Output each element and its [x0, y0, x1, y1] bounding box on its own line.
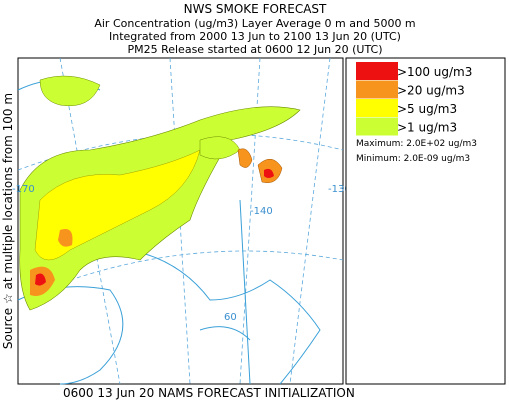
smoke-plume: [264, 168, 274, 178]
legend-label: >100 ug/m3: [397, 65, 472, 79]
smoke-plume: [237, 148, 253, 168]
map: -170 -140 -130 60: [12, 57, 351, 385]
legend: >100 ug/m3 >20 ug/m3 >5 ug/m3 >1 ug/m3: [356, 62, 472, 136]
map-label: -170: [12, 184, 35, 195]
legend-swatch: [356, 99, 398, 117]
legend-label: >1 ug/m3: [397, 121, 457, 135]
subtitle: Air Concentration (ug/m3) Layer Average …: [94, 17, 415, 30]
title: NWS SMOKE FORECAST: [184, 2, 327, 16]
legend-swatch: [356, 62, 398, 80]
smoke-plume: [35, 273, 46, 286]
minimum: Minimum: 2.0E-09 ug/m3: [356, 154, 470, 164]
legend-swatch: [356, 117, 398, 136]
maximum: Maximum: 2.0E+02 ug/m3: [356, 139, 477, 149]
smoke-plume: [19, 106, 301, 311]
footer: 0600 13 Jun 20 NAMS FORECAST INITIALIZAT…: [63, 386, 355, 400]
map-label: 60: [224, 312, 237, 323]
subtitle: Integrated from 2000 13 Jun to 2100 13 J…: [109, 30, 401, 43]
subtitle: PM25 Release started at 0600 12 Jun 20 (…: [127, 43, 382, 56]
smoke-plume: [34, 149, 201, 261]
side-label: Source ☆ at multiple locations from 100 …: [1, 93, 15, 349]
legend-swatch: [356, 80, 398, 99]
map-label: -130: [328, 184, 351, 195]
legend-label: >5 ug/m3: [397, 102, 457, 116]
legend-label: >20 ug/m3: [397, 84, 465, 98]
map-label: -140: [250, 206, 273, 217]
